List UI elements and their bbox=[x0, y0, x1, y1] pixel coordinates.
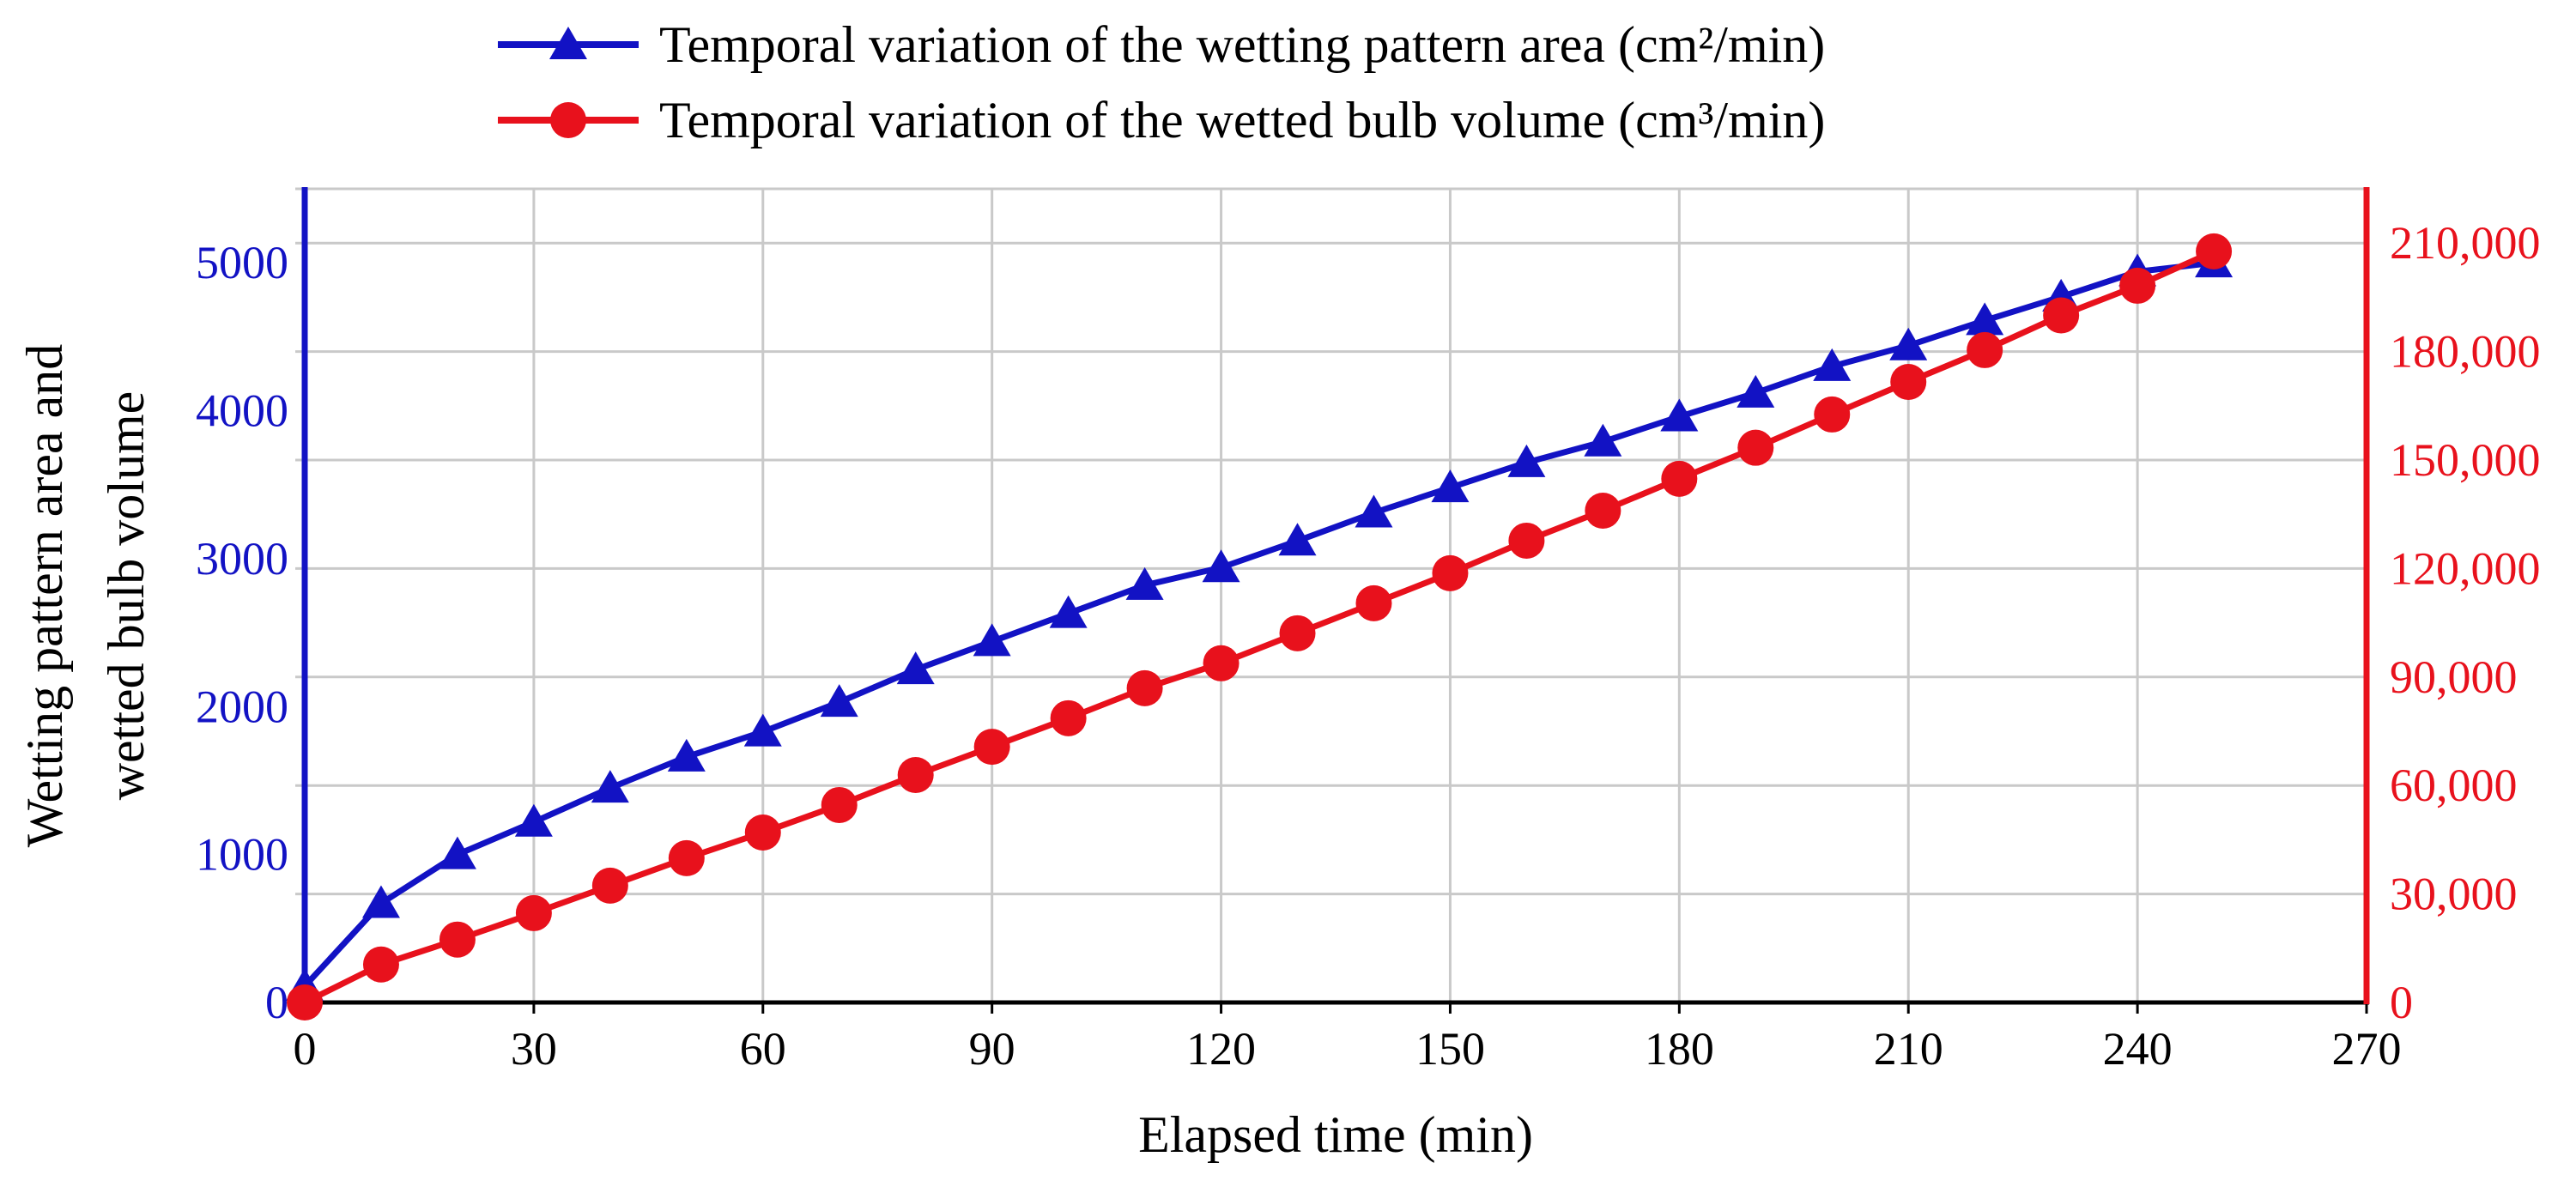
series-marker-triangle bbox=[1355, 494, 1393, 528]
series-marker-circle bbox=[515, 894, 552, 931]
y-axis-title-line-1: Wetting pattern area and bbox=[16, 343, 73, 848]
legend: Temporal variation of the wetting patter… bbox=[496, 7, 1825, 158]
series-marker-circle bbox=[1661, 460, 1698, 497]
series-marker-triangle bbox=[1125, 566, 1164, 600]
series-marker-triangle bbox=[896, 651, 935, 685]
series-marker-triangle bbox=[1889, 327, 1928, 360]
y-axis-title-line-2: wetted bulb volume bbox=[98, 391, 155, 801]
series-marker-circle bbox=[1050, 699, 1087, 736]
series-marker-circle bbox=[1126, 669, 1163, 706]
legend-label: Temporal variation of the wetting patter… bbox=[659, 15, 1826, 73]
x-tick-label: 60 bbox=[740, 1023, 786, 1075]
x-axis-title: Elapsed time (min) bbox=[1138, 1106, 1533, 1163]
left-tick-label: 0 bbox=[265, 977, 288, 1028]
series-marker-circle bbox=[1814, 396, 1851, 433]
series-marker-triangle bbox=[1278, 523, 1317, 556]
series-marker-triangle bbox=[1049, 595, 1088, 628]
series-marker-triangle bbox=[1431, 469, 1470, 503]
left-tick-label: 1000 bbox=[196, 829, 288, 881]
series-marker-circle bbox=[2196, 233, 2233, 269]
y-axis-title: Wetting pattern area and wetted bulb vol… bbox=[4, 38, 167, 1154]
legend-circle-marker-icon bbox=[498, 102, 639, 138]
right-tick-label: 0 bbox=[2390, 977, 2413, 1028]
series-marker-triangle bbox=[1813, 348, 1852, 381]
series-marker-triangle bbox=[667, 738, 706, 772]
series-marker-circle bbox=[1279, 615, 1316, 651]
series-marker-triangle bbox=[514, 803, 553, 837]
x-tick-label: 120 bbox=[1186, 1023, 1256, 1075]
series-marker-triangle bbox=[1737, 374, 1775, 408]
series-marker-triangle bbox=[973, 623, 1011, 657]
series-line-circle bbox=[301, 248, 2217, 1006]
legend-label: Temporal variation of the wetted bulb vo… bbox=[659, 91, 1826, 148]
series-marker-circle bbox=[897, 756, 934, 793]
series-marker-triangle bbox=[820, 684, 858, 718]
series-marker-circle bbox=[821, 786, 858, 823]
right-tick-label: 60,000 bbox=[2390, 760, 2518, 811]
legend-item: Temporal variation of the wetting patter… bbox=[496, 7, 1825, 82]
series-marker-triangle bbox=[591, 770, 629, 803]
series-marker-triangle bbox=[743, 713, 782, 747]
series-marker-circle bbox=[362, 946, 399, 983]
legend-triangle-marker-icon bbox=[498, 27, 639, 59]
series-marker-circle bbox=[1585, 492, 1621, 529]
series-marker-circle bbox=[1508, 522, 1545, 559]
x-tick-label: 150 bbox=[1415, 1023, 1485, 1075]
series-marker-circle bbox=[439, 921, 476, 958]
series-marker-circle bbox=[1967, 331, 2003, 368]
series-line-triangle bbox=[301, 259, 2217, 990]
right-tick-label: 180,000 bbox=[2390, 326, 2541, 378]
right-tick-label: 30,000 bbox=[2390, 869, 2518, 920]
left-tick-label: 4000 bbox=[196, 385, 288, 437]
x-tick-label: 30 bbox=[511, 1023, 557, 1075]
series-marker-circle bbox=[2043, 297, 2080, 334]
x-tick-label: 90 bbox=[969, 1023, 1015, 1075]
series-marker-circle bbox=[1737, 429, 1774, 466]
series-marker-circle bbox=[973, 729, 1010, 766]
series-marker-triangle bbox=[1966, 302, 2004, 336]
series-marker-triangle bbox=[1660, 398, 1699, 432]
series-marker-circle bbox=[1890, 363, 1927, 400]
series-marker-circle bbox=[1432, 554, 1469, 591]
series-marker-circle bbox=[2119, 267, 2156, 304]
x-tick-label: 0 bbox=[294, 1023, 317, 1075]
series-marker-circle bbox=[287, 984, 323, 1020]
x-tick-label: 270 bbox=[2332, 1023, 2402, 1075]
right-tick-label: 90,000 bbox=[2390, 651, 2518, 703]
right-tick-label: 120,000 bbox=[2390, 542, 2541, 594]
series-marker-circle bbox=[1355, 584, 1392, 621]
series-marker-triangle bbox=[1507, 444, 1546, 477]
left-tick-label: 3000 bbox=[196, 533, 288, 584]
x-tick-label: 240 bbox=[2103, 1023, 2173, 1075]
series-marker-triangle bbox=[438, 836, 476, 869]
series-marker-triangle bbox=[1202, 549, 1240, 583]
series-marker-circle bbox=[744, 814, 781, 851]
series-marker-circle bbox=[591, 867, 628, 904]
x-tick-label: 210 bbox=[1874, 1023, 1943, 1075]
left-tick-label: 2000 bbox=[196, 681, 288, 732]
series-marker-triangle bbox=[1584, 423, 1622, 457]
series-marker-triangle bbox=[361, 885, 400, 918]
left-tick-label: 5000 bbox=[196, 237, 288, 288]
legend-item: Temporal variation of the wetted bulb vo… bbox=[496, 82, 1825, 158]
series-marker-circle bbox=[1203, 645, 1240, 681]
series-marker-circle bbox=[668, 839, 705, 876]
right-tick-label: 150,000 bbox=[2390, 434, 2541, 486]
x-tick-label: 180 bbox=[1645, 1023, 1714, 1075]
right-tick-label: 210,000 bbox=[2390, 217, 2541, 269]
